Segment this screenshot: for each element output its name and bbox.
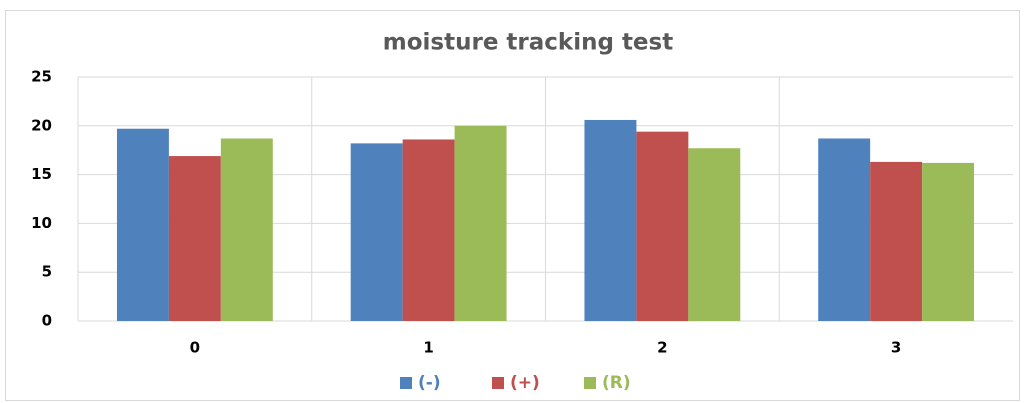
bar: [636, 131, 689, 321]
bar: [454, 125, 507, 321]
legend-label: (-): [418, 373, 441, 393]
bar: [870, 161, 923, 321]
legend-label: (+): [510, 373, 540, 393]
y-tick-label: 10: [31, 214, 52, 232]
y-tick-label: 5: [42, 263, 52, 281]
chart-title: moisture tracking test: [383, 30, 673, 56]
bar: [688, 148, 741, 321]
x-tick-label: 0: [190, 339, 200, 357]
legend-label: (R): [602, 373, 631, 393]
x-tick-label: 1: [423, 339, 433, 357]
bar: [584, 119, 637, 321]
x-tick-label: 3: [891, 339, 901, 357]
bar: [402, 139, 455, 321]
y-tick-label: 25: [31, 68, 52, 86]
bar: [116, 128, 169, 321]
legend-swatch: [400, 377, 412, 389]
legend-swatch: [492, 377, 504, 389]
legend-swatch: [584, 377, 596, 389]
bar: [220, 138, 273, 321]
bar: [168, 156, 221, 321]
bar: [350, 143, 403, 321]
y-tick-label: 20: [31, 116, 52, 134]
y-tick-label: 15: [31, 165, 52, 183]
y-tick-label: 0: [42, 312, 52, 330]
bar: [922, 162, 975, 321]
x-tick-label: 2: [657, 339, 667, 357]
bar: [818, 138, 871, 321]
